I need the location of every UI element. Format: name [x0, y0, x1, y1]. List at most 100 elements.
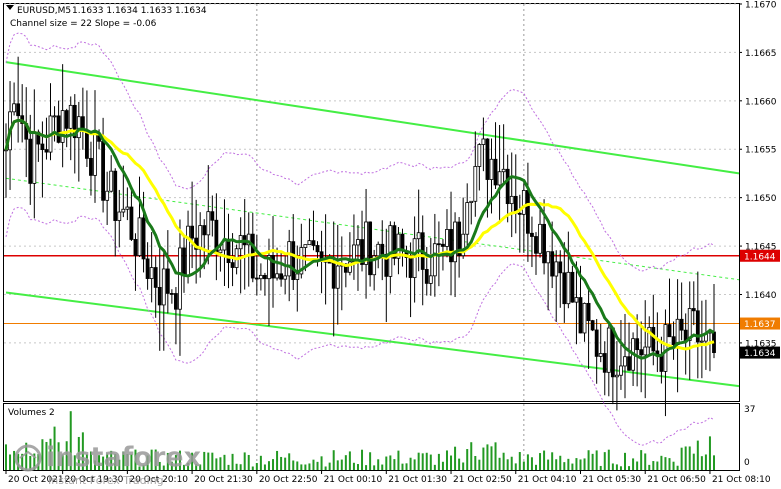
candle-body — [396, 233, 401, 259]
candle-body — [566, 271, 571, 305]
price-tick-label: 1.1670 — [745, 1, 777, 11]
candle-body — [153, 267, 158, 288]
channel-info-label: Channel size = 22 Slope = -0.06 — [10, 19, 157, 29]
candle — [157, 244, 162, 351]
candle-body — [695, 310, 700, 343]
candle — [635, 314, 640, 387]
candle — [699, 300, 704, 379]
price-tick-label: 1.1650 — [745, 194, 777, 204]
candle — [473, 131, 478, 217]
candle — [153, 256, 158, 318]
candle-body — [558, 261, 563, 274]
candle — [16, 56, 21, 143]
candle — [145, 242, 150, 290]
candle-body — [481, 138, 486, 145]
candle-body — [44, 149, 49, 153]
candle — [691, 281, 696, 326]
candle-body — [659, 355, 664, 372]
level-tag-1.1644 — [740, 249, 780, 262]
volume-tick-zero: 0 — [744, 458, 750, 468]
candle — [530, 216, 534, 268]
candle-body — [380, 243, 385, 255]
time-tick-label: 21 Oct 04:10 — [518, 475, 577, 485]
candle-body — [246, 233, 251, 246]
candle-body — [271, 255, 275, 279]
candle-body — [651, 326, 656, 352]
candle — [647, 316, 652, 356]
candle — [12, 82, 16, 116]
candle-body — [639, 349, 644, 356]
candle-body — [105, 190, 110, 201]
instaforex-logo: instaforex Instant Forex Trading — [14, 442, 201, 487]
candle — [679, 282, 684, 341]
time-tick-label: 21 Oct 05:30 — [582, 475, 641, 485]
price-tick-label: 1.1655 — [745, 146, 777, 156]
candle — [109, 155, 114, 193]
price-tick-label: 1.1640 — [745, 291, 777, 301]
logo-tagline: Instant Forex Trading — [48, 474, 164, 487]
symbol-label: EURUSD,M5 — [17, 6, 71, 16]
candle-body — [258, 274, 263, 280]
candle-body — [254, 277, 259, 280]
candle-body — [93, 133, 97, 176]
price-tick-label: 1.1665 — [745, 49, 777, 59]
candle — [275, 247, 279, 281]
candle-body — [283, 275, 288, 280]
candle — [125, 187, 130, 221]
candle — [246, 212, 251, 287]
envelope-lower — [5, 206, 715, 446]
candle — [509, 152, 514, 238]
time-axis: 20 Oct 2021 20 Oct 19:30 20 Oct 20:10 20 Oc… — [5, 470, 771, 485]
candle-body — [627, 356, 631, 371]
candle-body — [489, 158, 494, 180]
candle-body — [416, 232, 421, 240]
candle — [218, 244, 223, 272]
candle — [481, 117, 486, 172]
candle — [619, 320, 623, 390]
level-label-1.1634: 1.1634 — [744, 349, 776, 359]
candle — [117, 189, 122, 248]
candle-body — [400, 233, 405, 252]
candle-body — [76, 116, 81, 139]
candle-body — [392, 225, 397, 259]
candle-body — [56, 115, 61, 143]
candle — [687, 281, 692, 380]
candle — [505, 154, 510, 223]
candle — [671, 321, 676, 360]
time-tick-label: 21 Oct 08:10 — [712, 475, 771, 485]
candle-body — [299, 247, 304, 275]
candle — [4, 123, 8, 198]
candle — [497, 124, 502, 224]
candle-body — [485, 138, 490, 180]
candle-body — [101, 140, 105, 201]
candle — [60, 64, 65, 168]
candle — [372, 249, 377, 291]
candle-body — [149, 267, 154, 279]
candle — [416, 189, 421, 272]
candle — [68, 96, 73, 161]
candle-body — [36, 131, 41, 145]
candle-body — [643, 346, 648, 356]
candle — [291, 214, 296, 290]
candle-body — [287, 241, 292, 277]
candle-body — [550, 251, 555, 277]
candle — [428, 238, 433, 296]
candle — [582, 302, 587, 342]
candle — [149, 232, 154, 303]
candle-body — [554, 261, 559, 277]
envelope-bands — [5, 32, 715, 446]
candle — [161, 250, 166, 351]
candle — [538, 205, 542, 258]
candle-body — [210, 211, 215, 221]
candle — [558, 250, 563, 308]
candle-body — [16, 103, 21, 117]
candle — [493, 122, 498, 190]
candle — [76, 101, 81, 182]
price-axis: 1.16701.16651.16601.16551.16501.16451.16… — [739, 1, 777, 349]
candle-body — [667, 324, 672, 338]
collapse-triangle-icon[interactable] — [6, 5, 14, 10]
candle-body — [469, 200, 474, 203]
candle-body — [562, 272, 567, 305]
candle-body — [60, 110, 65, 143]
candle-body — [517, 212, 522, 215]
